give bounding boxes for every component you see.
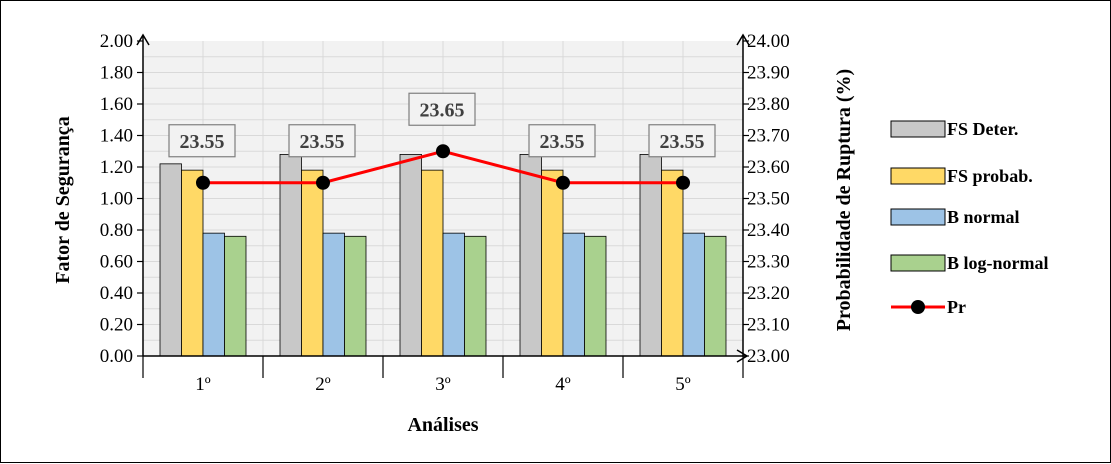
y2-tick-label: 23.40 [747,220,790,241]
x-tick-label: 2º [315,374,331,395]
data-label-text: 23.55 [540,131,585,153]
y2-tick-label: 23.10 [747,315,790,336]
y-tick-label: 0.20 [100,315,133,336]
x-axis-title: Análises [407,414,478,436]
legend-swatch [890,167,946,185]
y2-tick-label: 23.90 [747,63,790,84]
pr-line-series [196,144,690,190]
legend-item-b-log-normal: B log-normal [890,253,1049,273]
y-tick-label: 0.60 [100,252,133,273]
bar-b-log-normal-5 [704,235,727,357]
y2-tick-label: 24.00 [747,31,790,52]
bar-b-normal-2 [322,232,345,357]
legend-item-fs-deter-: FS Deter. [890,119,1018,139]
legend-item-fs-probab-: FS probab. [890,166,1033,186]
bar-b-log-normal-3 [464,235,487,357]
bar-fs-probab--1 [181,169,204,357]
bar-fs-probab--3 [421,169,444,357]
bar-b-log-normal-1 [224,235,247,357]
data-label-4: 23.55 [528,124,596,158]
pr-marker-5 [676,175,690,190]
legend-label: Pr [947,297,966,317]
legend-item-pr: Pr [891,297,966,317]
pr-marker-4 [556,175,570,190]
data-label-box [528,124,596,158]
data-label-box [168,124,236,158]
bar-b-normal-4 [562,232,585,357]
bar-b-normal-1 [202,232,225,357]
y-tick-label: 0.80 [100,220,133,241]
bar-b-normal-5 [682,232,705,357]
y-tick-label: 1.60 [100,94,133,115]
bar-fs-probab--4 [541,169,564,357]
data-label-box [648,124,716,158]
data-label-box [288,124,356,158]
x-tick-label: 5º [675,374,691,395]
y2-tick-label: 23.70 [747,126,790,147]
data-label-text: 23.55 [180,131,225,153]
y2-axis-arrow [736,33,750,46]
data-label-3: 23.65 [408,92,476,126]
legend-swatch [890,120,946,138]
data-label-5: 23.55 [648,124,716,158]
pr-marker-1 [196,175,210,190]
y2-tick-label: 23.50 [747,189,790,210]
legend-label: B log-normal [947,253,1049,273]
data-label-box [408,92,476,126]
legend-label: FS Deter. [947,119,1018,139]
y-tick-label: 1.40 [100,126,133,147]
bar-b-log-normal-4 [584,235,607,357]
data-label-text: 23.55 [660,131,705,153]
y-axis-arrow [136,33,150,46]
pr-marker-2 [316,175,330,190]
legend-label: FS probab. [947,166,1033,186]
pr-marker-3 [436,144,450,159]
data-label-2: 23.55 [288,124,356,158]
data-labels: 23.55 23.55 23.65 23.55 23.55 [168,92,716,158]
legend-swatch [890,208,946,226]
y-tick-label: 1.20 [100,157,133,178]
legend-marker [911,300,925,314]
bar-b-log-normal-2 [344,235,367,357]
y2-tick-label: 23.20 [747,283,790,304]
y-tick-label: 2.00 [100,31,133,52]
legend-label: B normal [947,207,1020,227]
data-label-1: 23.55 [168,124,236,158]
bar-fs-probab--2 [301,169,324,357]
y-tick-label: 1.80 [100,63,133,84]
legend-item-b-normal: B normal [890,207,1020,227]
bar-b-normal-3 [442,232,465,357]
y-axis-title: Fator de Segurança [52,116,74,283]
x-tick-label: 4º [555,374,571,395]
bar-fs-deter--2 [279,153,302,357]
y2-tick-label: 23.60 [747,157,790,178]
bar-fs-deter--3 [399,153,422,357]
y-tick-label: 0.40 [100,283,133,304]
data-label-text: 23.65 [420,99,465,121]
y2-tick-label: 23.80 [747,94,790,115]
y2-tick-label: 23.00 [747,346,790,367]
bars [159,153,727,357]
y2-axis-title: Probabilidade de Ruptura (%) [833,69,855,331]
bar-fs-deter--1 [159,163,182,357]
y-tick-label: 0.00 [100,346,133,367]
x-tick-label: 1º [195,374,211,395]
x-tick-label: 3º [435,374,451,395]
bar-fs-deter--4 [519,153,542,357]
bar-fs-deter--5 [639,153,662,357]
axes: 0.00 0.20 0.40 0.60 0.80 1.00 1.20 1.40 1.60 1.80… [100,31,790,395]
y-tick-label: 1.00 [100,189,133,210]
legend: FS Deter. FS probab. B normal B log-normal P… [890,119,1049,317]
legend-swatch [890,254,946,272]
data-label-text: 23.55 [300,131,345,153]
y2-tick-label: 23.30 [747,252,790,273]
bar-fs-probab--5 [661,169,684,357]
